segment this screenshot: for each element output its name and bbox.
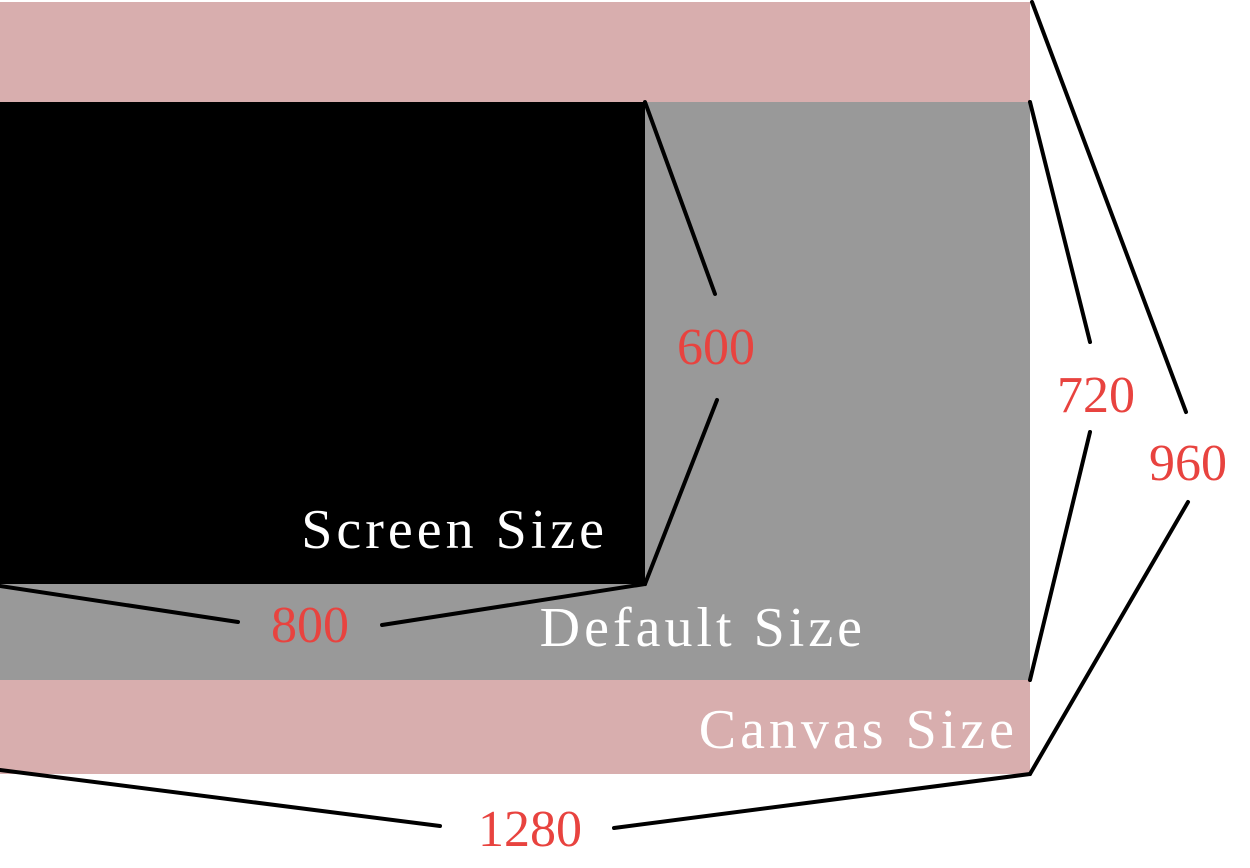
default-height-value: 720: [1057, 367, 1135, 424]
canvas-width-bracket-left: [0, 768, 442, 828]
screen-width-value: 800: [271, 597, 349, 654]
canvas-height-bracket-bottom: [1028, 500, 1190, 776]
screen-height-value: 600: [677, 319, 755, 376]
screen-height-bracket-top: [643, 100, 717, 296]
default-height-bracket-top: [1028, 100, 1092, 344]
canvas-height-bracket-top: [1030, 0, 1188, 414]
screen-width-bracket-right: [380, 582, 647, 627]
canvas-size-label: Canvas Size: [699, 699, 1018, 761]
screen-size-region: [0, 102, 645, 584]
default-size-label: Default Size: [540, 597, 866, 659]
screen-width-bracket-left: [0, 584, 240, 624]
canvas-width-value: 1280: [478, 801, 582, 858]
canvas-width-bracket-right: [612, 772, 1032, 830]
canvas-height-value: 960: [1149, 435, 1227, 492]
screen-size-label: Screen Size: [301, 499, 608, 561]
default-height-bracket-bottom: [1028, 430, 1092, 682]
screen-height-bracket-bottom: [643, 398, 719, 586]
